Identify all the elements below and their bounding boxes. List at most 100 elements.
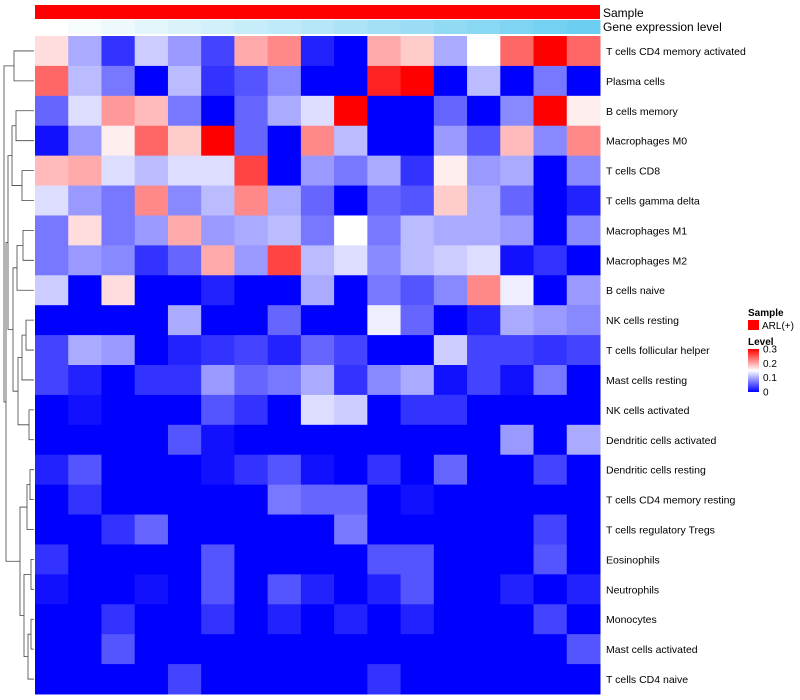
heatmap-cell bbox=[35, 664, 69, 695]
heatmap-cell bbox=[467, 424, 501, 456]
heatmap-cell bbox=[68, 65, 102, 97]
heatmap-cell bbox=[500, 215, 535, 246]
heatmap-cell bbox=[566, 335, 601, 366]
heatmap-cell bbox=[101, 394, 136, 426]
heatmap-cell bbox=[134, 215, 169, 246]
heatmap-cell bbox=[234, 394, 269, 426]
dendrogram-branch bbox=[30, 618, 34, 650]
heatmap-cell bbox=[500, 125, 535, 157]
annotation-expression-cell bbox=[467, 20, 501, 34]
heatmap-cell bbox=[267, 245, 302, 276]
heatmap-cell bbox=[35, 424, 69, 456]
heatmap-cell bbox=[566, 95, 601, 127]
heatmap-cell bbox=[234, 36, 269, 67]
heatmap-cell bbox=[101, 275, 136, 306]
heatmap-cell bbox=[467, 514, 501, 545]
heatmap-cell bbox=[134, 335, 169, 366]
heatmap-cell bbox=[134, 394, 169, 426]
heatmap-cell bbox=[300, 305, 335, 336]
heatmap-cell bbox=[167, 574, 202, 605]
heatmap-cell bbox=[201, 544, 235, 575]
heatmap-cell bbox=[35, 604, 69, 635]
heatmap-cell bbox=[134, 604, 169, 635]
heatmap-cell bbox=[234, 275, 269, 306]
heatmap-cell bbox=[68, 215, 102, 246]
heatmap-cell bbox=[300, 215, 335, 246]
heatmap-cell bbox=[134, 36, 169, 67]
heatmap-cell bbox=[566, 365, 601, 396]
heatmap-cell bbox=[35, 185, 69, 216]
heatmap-cell bbox=[35, 95, 69, 127]
heatmap-cell bbox=[400, 664, 435, 695]
heatmap-cell bbox=[35, 245, 69, 276]
dendrogram-branch bbox=[23, 573, 31, 658]
heatmap-cell bbox=[533, 514, 568, 545]
heatmap-cell bbox=[300, 604, 335, 635]
legend-sample-swatch bbox=[748, 320, 759, 330]
heatmap-cell bbox=[533, 664, 568, 695]
heatmap-cell bbox=[566, 604, 601, 635]
heatmap-cell bbox=[167, 634, 202, 665]
heatmap-cell bbox=[300, 394, 335, 426]
heatmap-cell bbox=[566, 544, 601, 575]
row-label: Dendritic cells activated bbox=[606, 435, 716, 447]
heatmap-cell bbox=[433, 634, 468, 665]
heatmap-cell bbox=[267, 424, 302, 456]
heatmap-cell bbox=[334, 65, 368, 97]
heatmap-cell bbox=[533, 305, 568, 336]
annotation-sample-bar bbox=[35, 5, 600, 19]
heatmap-cell bbox=[35, 574, 69, 605]
heatmap-cell bbox=[367, 335, 402, 366]
heatmap-cell bbox=[367, 305, 402, 336]
heatmap-cell bbox=[101, 215, 136, 246]
heatmap-cell bbox=[35, 454, 69, 486]
heatmap-cell bbox=[234, 95, 269, 127]
heatmap-cell bbox=[367, 275, 402, 306]
heatmap-cell bbox=[101, 155, 136, 187]
heatmap-cell bbox=[500, 365, 535, 396]
heatmap-cell bbox=[500, 454, 535, 486]
heatmap-cell bbox=[500, 305, 535, 336]
heatmap-cell bbox=[334, 155, 368, 187]
heatmap-cell bbox=[234, 335, 269, 366]
heatmap-cell bbox=[68, 544, 102, 575]
row-label: T cells follicular helper bbox=[606, 345, 710, 357]
heatmap-cell bbox=[400, 365, 435, 396]
heatmap-cell bbox=[300, 275, 335, 306]
heatmap-cell bbox=[367, 36, 402, 67]
row-label: Dendritic cells resting bbox=[606, 465, 706, 477]
heatmap-cell bbox=[566, 275, 601, 306]
dendrogram-branch bbox=[19, 506, 27, 616]
heatmap-cell bbox=[101, 305, 136, 336]
heatmap-cell bbox=[267, 454, 302, 486]
heatmap-cell bbox=[134, 95, 169, 127]
row-label: NK cells resting bbox=[606, 315, 679, 327]
heatmap-cell bbox=[533, 394, 568, 426]
annotation-expression-cell bbox=[101, 20, 136, 34]
heatmap-cell bbox=[201, 95, 235, 127]
heatmap-cell bbox=[300, 335, 335, 366]
heatmap-cell bbox=[234, 424, 269, 456]
heatmap-cell bbox=[566, 394, 601, 426]
annotation-expression-cell bbox=[167, 20, 202, 34]
heatmap-cell bbox=[533, 125, 568, 157]
heatmap-cell bbox=[400, 215, 435, 246]
legend-sample-title: Sample bbox=[748, 308, 784, 319]
dendrogram-branch bbox=[11, 125, 22, 186]
heatmap-cell bbox=[201, 424, 235, 456]
heatmap-cell bbox=[367, 365, 402, 396]
heatmap-cell bbox=[267, 305, 302, 336]
heatmap-cell bbox=[467, 36, 501, 67]
heatmap-cell bbox=[500, 484, 535, 516]
heatmap-cell bbox=[35, 36, 69, 67]
heatmap-cell bbox=[167, 155, 202, 187]
dendrogram-branch bbox=[22, 230, 34, 261]
heatmap-cell bbox=[400, 155, 435, 187]
heatmap-cell bbox=[300, 245, 335, 276]
heatmap-cell bbox=[167, 424, 202, 456]
heatmap-cell bbox=[367, 514, 402, 545]
row-label: Monocytes bbox=[606, 614, 657, 626]
heatmap-cell bbox=[467, 484, 501, 516]
heatmap-cell bbox=[101, 185, 136, 216]
dendrogram-branch bbox=[30, 559, 34, 590]
